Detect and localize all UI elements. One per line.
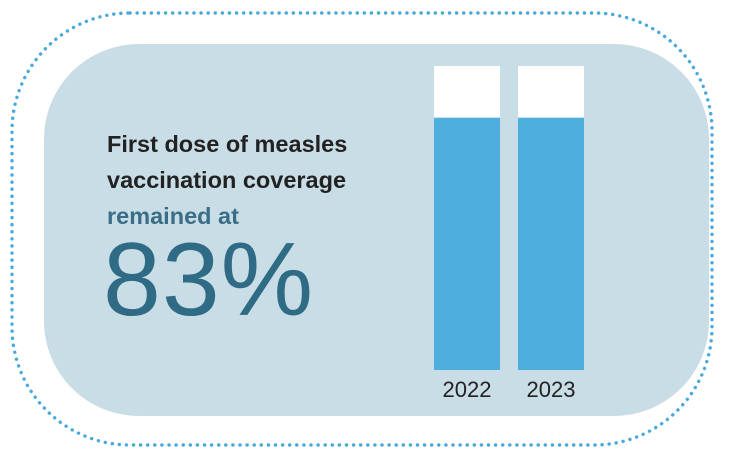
bar-2022	[434, 117, 500, 371]
tick-label-2022: 2022	[443, 377, 492, 402]
dotted-border	[10, 11, 714, 447]
headline-line-1: First dose of measles	[107, 131, 348, 157]
headline-line-3: remained at	[107, 203, 239, 229]
headline-line-2: vaccination coverage	[107, 167, 347, 193]
coverage-value: 83%	[103, 222, 315, 338]
tick-label-2023: 2023	[527, 377, 576, 402]
bar-2023	[518, 117, 584, 371]
headline: First dose of measles vaccination covera…	[107, 126, 347, 234]
